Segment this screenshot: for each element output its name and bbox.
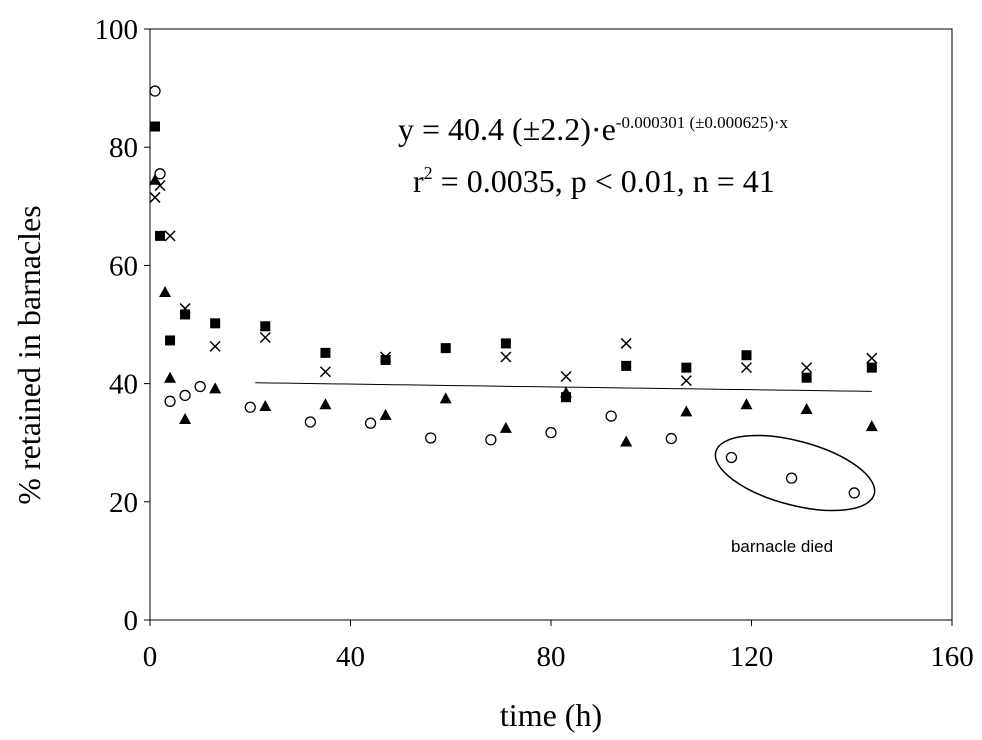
point-circle <box>304 416 317 428</box>
point-circle <box>164 395 176 407</box>
point-triangle <box>800 403 813 415</box>
point-circle <box>665 432 677 445</box>
point-square <box>681 362 692 373</box>
x-axis-label: time (h) <box>500 697 602 733</box>
point-cross <box>680 375 692 387</box>
equation-exponent: -0.000301 (±0.000625)·x <box>616 113 789 132</box>
point-square <box>801 372 812 383</box>
point-cross <box>154 180 166 192</box>
point-circle <box>179 389 191 402</box>
point-square <box>260 321 271 332</box>
point-triangle <box>620 435 633 447</box>
point-circle <box>725 451 738 464</box>
point-circle <box>785 472 798 484</box>
equation-main: y = 40.4 (±2.2)·e <box>398 111 616 147</box>
equation-text: y = 40.4 (±2.2)·e-0.000301 (±0.000625)·x <box>398 111 789 147</box>
point-cross <box>801 362 813 374</box>
x-axis: 0 40 80 120 160 <box>143 620 974 673</box>
point-cross <box>164 230 176 242</box>
point-cross <box>259 331 271 344</box>
stats-rest: = 0.0035, p < 0.01, n = 41 <box>433 163 775 199</box>
point-cross <box>179 303 191 315</box>
point-square <box>180 309 191 320</box>
point-square <box>210 318 221 329</box>
y-tick-label: 20 <box>109 487 138 519</box>
point-square <box>500 338 511 349</box>
point-square <box>150 121 161 132</box>
annotation-barnacle-died: barnacle died <box>731 537 833 556</box>
stats-text: r2 = 0.0035, p < 0.01, n = 41 <box>413 163 775 199</box>
y-axis: 0 20 40 60 80 100 <box>95 14 150 637</box>
died-barnacle-ellipse <box>714 434 876 512</box>
fit-curve <box>255 382 872 392</box>
y-tick-label: 60 <box>109 250 138 282</box>
point-triangle <box>439 392 452 404</box>
x-tick-label: 0 <box>143 641 158 673</box>
y-tick-label: 0 <box>124 605 139 637</box>
point-triangle <box>179 413 192 425</box>
point-triangle <box>159 285 172 297</box>
point-triangle <box>865 420 878 432</box>
y-tick-label: 100 <box>95 14 139 46</box>
point-square <box>320 347 331 358</box>
point-circle <box>364 417 377 429</box>
point-cross <box>149 191 161 203</box>
stats-r: r <box>413 163 424 199</box>
fit-curve-layer <box>255 382 872 392</box>
point-cross <box>866 352 878 364</box>
point-square <box>621 360 632 371</box>
point-triangle <box>149 173 162 185</box>
point-circle <box>545 427 557 439</box>
point-circle <box>605 410 617 422</box>
point-triangle <box>209 382 222 394</box>
point-triangle <box>560 386 573 398</box>
point-cross <box>319 366 331 378</box>
point-circle <box>425 432 437 444</box>
point-circle <box>194 380 206 393</box>
y-tick-label: 40 <box>109 369 138 401</box>
point-cross <box>500 351 512 363</box>
point-circle <box>149 85 161 97</box>
point-circle <box>244 401 256 413</box>
point-square <box>380 354 391 365</box>
point-cross <box>620 337 632 349</box>
point-triangle <box>379 408 392 420</box>
point-cross <box>209 340 221 352</box>
y-axis-label: % retained in barnacles <box>11 205 47 504</box>
point-cross <box>560 370 572 383</box>
stats-r-squared-superscript: 2 <box>424 163 433 183</box>
point-triangle <box>319 398 332 410</box>
point-circle <box>848 487 860 499</box>
x-tick-label: 40 <box>336 641 365 673</box>
x-tick-label: 80 <box>537 641 566 673</box>
point-cross <box>740 362 753 374</box>
point-cross <box>380 351 392 363</box>
point-triangle <box>499 421 512 433</box>
point-triangle <box>680 405 693 417</box>
y-tick-label: 80 <box>109 132 138 164</box>
point-square <box>440 343 451 354</box>
point-circle <box>485 434 497 446</box>
point-square <box>155 230 166 241</box>
x-tick-label: 160 <box>930 641 974 673</box>
point-triangle <box>164 371 177 383</box>
data-points <box>149 85 878 499</box>
point-square <box>165 335 176 346</box>
point-square <box>741 350 752 361</box>
x-tick-label: 120 <box>730 641 774 673</box>
point-square <box>866 362 877 373</box>
point-triangle <box>259 400 272 412</box>
point-triangle <box>740 398 753 410</box>
